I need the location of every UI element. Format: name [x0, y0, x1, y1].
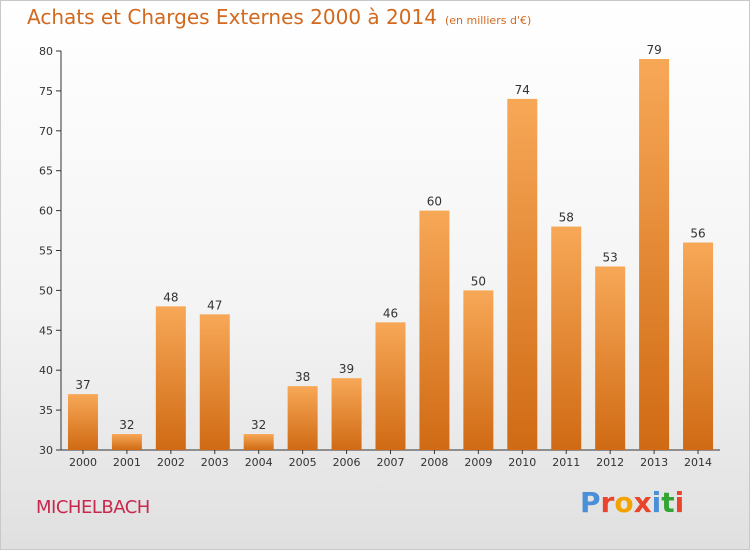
- x-tick-label: 2010: [508, 456, 536, 469]
- logo-letter: t: [661, 486, 675, 519]
- value-label-2006: 39: [339, 362, 354, 376]
- bar-2006: [331, 378, 362, 450]
- x-tick-label: 2008: [420, 456, 448, 469]
- y-tick-label: 50: [39, 284, 53, 297]
- x-tick-label: 2011: [552, 456, 580, 469]
- x-tick-label: 2005: [289, 456, 317, 469]
- value-label-2005: 38: [295, 370, 310, 384]
- y-tick-label: 75: [39, 85, 53, 98]
- bar-2001: [111, 434, 142, 450]
- logo-letter: i: [651, 486, 662, 519]
- y-tick-label: 45: [39, 324, 53, 337]
- chart-subtitle: (en milliers d'€): [444, 14, 532, 27]
- logo-letter: P: [580, 486, 601, 519]
- chart-title: Achats et Charges Externes 2000 à 2014 (e…: [27, 5, 531, 29]
- y-tick-label: 80: [39, 45, 53, 58]
- bar-2004: [243, 434, 274, 450]
- bar-2010: [507, 98, 538, 450]
- y-tick-label: 55: [39, 245, 53, 258]
- logo-letter: o: [614, 486, 634, 519]
- x-tick-label: 2013: [640, 456, 668, 469]
- value-label-2014: 56: [690, 227, 705, 241]
- y-tick-label: 30: [39, 444, 53, 457]
- bars-group: [67, 58, 714, 450]
- value-label-2002: 48: [163, 290, 178, 304]
- x-tick-label: 2014: [684, 456, 712, 469]
- bar-2005: [287, 386, 318, 450]
- x-tick-label: 2012: [596, 456, 624, 469]
- value-label-2004: 32: [251, 418, 266, 432]
- y-tick-label: 35: [39, 404, 53, 417]
- x-tick-label: 2002: [157, 456, 185, 469]
- y-tick-label: 70: [39, 125, 53, 138]
- x-tick-label: 2001: [113, 456, 141, 469]
- logo-letter: r: [600, 486, 615, 519]
- y-tick-label: 60: [39, 205, 53, 218]
- logo-letter: x: [633, 486, 652, 519]
- bar-2007: [375, 322, 406, 450]
- x-tick-label: 2009: [464, 456, 492, 469]
- commune-name: MICHELBACH: [36, 497, 150, 518]
- value-label-2001: 32: [119, 418, 134, 432]
- proxiti-logo: Proxiti: [580, 486, 684, 519]
- x-tick-label: 2007: [377, 456, 405, 469]
- bar-2009: [463, 290, 494, 450]
- bar-2002: [155, 306, 186, 450]
- bar-2011: [551, 226, 582, 450]
- value-label-2007: 46: [383, 306, 398, 320]
- value-label-2000: 37: [75, 378, 90, 392]
- value-label-2013: 79: [646, 43, 661, 57]
- y-tick-label: 65: [39, 165, 53, 178]
- x-tick-label: 2000: [69, 456, 97, 469]
- bar-2012: [595, 266, 626, 450]
- value-label-2008: 60: [427, 195, 442, 209]
- bar-2003: [199, 314, 230, 450]
- bar-2014: [683, 242, 714, 450]
- value-labels-group: 37 32 48 47 32 38 39 46 60 50 74 58 53 79 56: [75, 43, 705, 432]
- value-label-2012: 53: [603, 250, 618, 264]
- chart-title-text: Achats et Charges Externes 2000 à 2014: [27, 5, 437, 29]
- logo-letter: i: [674, 486, 685, 519]
- x-tick-label: 2004: [245, 456, 273, 469]
- bar-2000: [67, 394, 98, 450]
- x-tick-label: 2006: [333, 456, 361, 469]
- bar-2008: [419, 210, 450, 450]
- value-label-2003: 47: [207, 298, 222, 312]
- y-tick-label: 40: [39, 364, 53, 377]
- value-label-2011: 58: [559, 211, 574, 225]
- value-label-2010: 74: [515, 83, 530, 97]
- x-tick-label: 2003: [201, 456, 229, 469]
- bar-2013: [639, 58, 670, 450]
- value-label-2009: 50: [471, 274, 486, 288]
